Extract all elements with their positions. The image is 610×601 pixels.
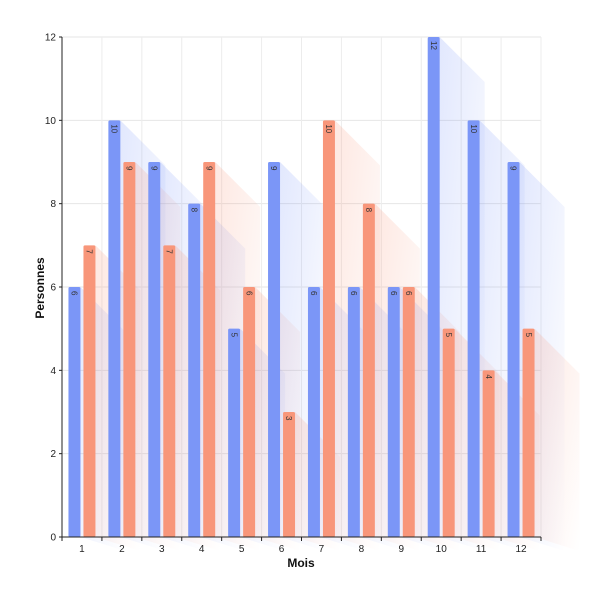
x-tick-label: 7 <box>319 544 325 555</box>
x-tick-label: 1 <box>79 544 85 555</box>
bar-data-label: 8 <box>364 208 373 213</box>
bar-data-label: 5 <box>229 333 238 338</box>
bar-data-label: 5 <box>524 333 533 338</box>
bar <box>467 120 480 537</box>
bar-data-label: 5 <box>444 333 453 338</box>
bar-data-label: 9 <box>269 166 278 171</box>
bar-data-label: 10 <box>469 124 478 133</box>
bar-data-label: 9 <box>509 166 518 171</box>
x-tick-label: 11 <box>476 544 487 555</box>
bar <box>148 162 161 537</box>
y-tick-label: 2 <box>50 449 56 460</box>
bar <box>268 162 281 537</box>
y-tick-label: 10 <box>45 116 57 127</box>
bar <box>283 412 296 537</box>
bar-shadow <box>534 328 580 551</box>
x-tick-label: 3 <box>159 544 165 555</box>
bar <box>442 328 455 537</box>
bar-data-label: 10 <box>110 124 119 133</box>
bar <box>307 287 320 537</box>
bar <box>228 328 241 537</box>
x-tick-label: 6 <box>279 544 285 555</box>
bar <box>123 162 136 537</box>
bar <box>203 162 216 537</box>
bar-data-label: 8 <box>189 208 198 213</box>
bar-data-label: 12 <box>429 41 438 50</box>
bar <box>163 245 176 538</box>
bar <box>188 203 201 537</box>
bar-data-label: 6 <box>70 291 79 296</box>
bars: 6 7 10 9 9 7 8 9 5 6 9 3 6 10 6 8 6 6 12 5 10 4 9 5 <box>68 37 535 538</box>
bar-data-label: 6 <box>404 291 413 296</box>
x-tick-label: 2 <box>119 544 125 555</box>
bar-data-label: 3 <box>284 416 293 421</box>
x-tick-label: 8 <box>359 544 365 555</box>
y-tick-label: 4 <box>50 366 56 377</box>
bar-data-label: 6 <box>389 291 398 296</box>
bar <box>68 287 81 537</box>
bar-data-label: 6 <box>309 291 318 296</box>
y-tick-label: 6 <box>50 283 56 294</box>
x-tick-label: 4 <box>199 544 205 555</box>
bar-data-label: 9 <box>149 166 158 171</box>
bar <box>402 287 415 537</box>
bar <box>347 287 360 537</box>
bar-data-label: 9 <box>125 166 134 171</box>
bar-data-label: 4 <box>484 374 493 379</box>
y-tick-label: 0 <box>50 533 56 544</box>
bar <box>507 162 520 537</box>
bar-data-label: 6 <box>244 291 253 296</box>
bar <box>362 203 375 537</box>
x-tick-label: 10 <box>436 544 448 555</box>
bar <box>387 287 400 537</box>
bar <box>83 245 96 538</box>
bar <box>108 120 121 537</box>
x-tick-label: 9 <box>399 544 405 555</box>
bar-data-label: 7 <box>85 249 94 254</box>
x-tick-label: 12 <box>515 544 527 555</box>
bar-data-label: 9 <box>204 166 213 171</box>
bar-data-label: 10 <box>324 124 333 133</box>
bar <box>482 370 495 537</box>
bar <box>243 287 256 537</box>
y-axis-title: Personnes <box>33 257 47 319</box>
bar <box>522 328 535 537</box>
bar-data-label: 6 <box>349 291 358 296</box>
x-tick-label: 5 <box>239 544 245 555</box>
bar <box>322 120 335 537</box>
y-tick-label: 12 <box>45 33 57 44</box>
x-axis-title: Mois <box>287 556 315 570</box>
y-tick-label: 8 <box>50 199 56 210</box>
bar-data-label: 7 <box>164 249 173 254</box>
bar <box>427 37 440 537</box>
